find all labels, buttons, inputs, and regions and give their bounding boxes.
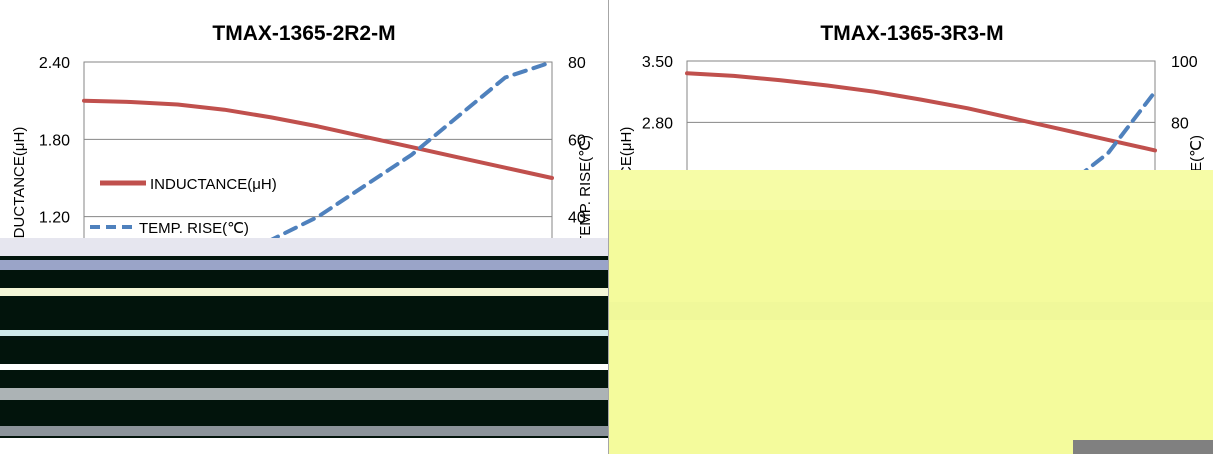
y-left-tick-label: 2.40 (39, 55, 70, 72)
y-right-tick-label: 40 (568, 210, 586, 227)
chart-title: TMAX-1365-2R2-M (212, 22, 395, 45)
legend-label-inductance: INDUCTANCE(μH) (150, 176, 277, 193)
y-axis-left-label: INDUCTANCE(μH) (11, 127, 28, 254)
y-left-tick-label: 3.50 (642, 54, 673, 71)
y-right-tick-label: 80 (1171, 115, 1189, 132)
legend-label-temp-rise: TEMP. RISE(℃) (139, 220, 249, 237)
series-line-inductance (82, 98, 554, 180)
corrupted-image-region (609, 170, 1213, 454)
chart-svg-left: TMAX-1365-2R2-M 2.40 1.80 1.20 80 60 40 INDUC… (11, 22, 594, 295)
y-axis-right-label: TEMP. RISE(℃) (577, 135, 594, 245)
y-left-tick-label: 1.20 (39, 210, 70, 227)
y-right-tick-label: 60 (568, 132, 586, 149)
y-left-tick-label: 1.80 (39, 132, 70, 149)
y-right-tick-label: 100 (1171, 54, 1198, 71)
y-left-tick-label: 2.80 (642, 115, 673, 132)
series-line-inductance (685, 71, 1157, 153)
y-right-tick-label: 80 (568, 55, 586, 72)
chart-title: TMAX-1365-3R3-M (820, 22, 1003, 45)
corrupted-image-region (0, 238, 608, 454)
